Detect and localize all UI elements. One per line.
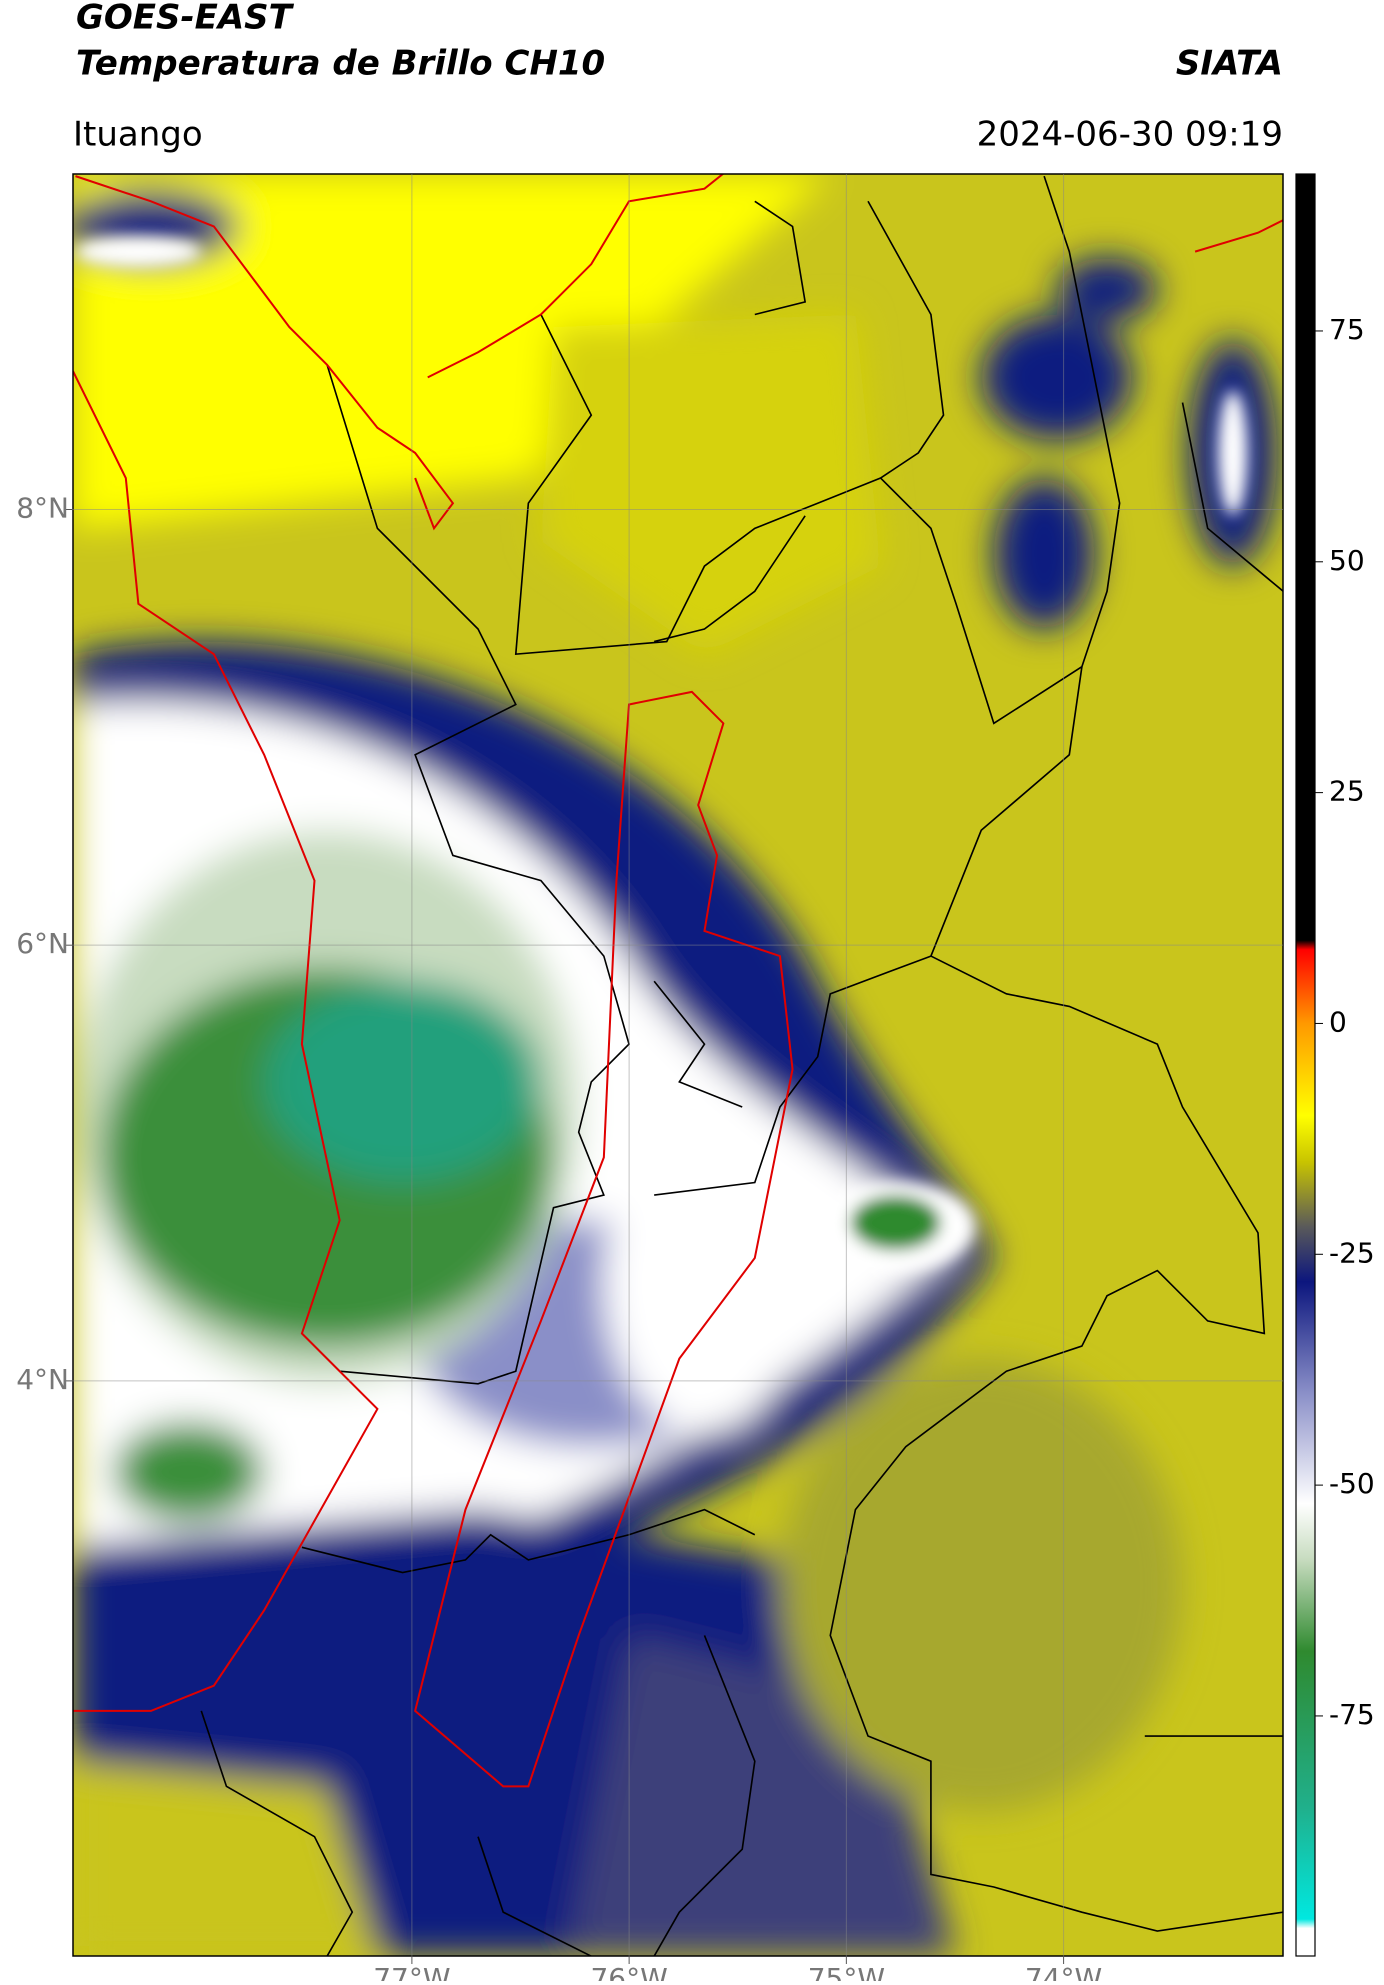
y-tick-label: 8°N bbox=[16, 491, 69, 524]
y-tick-label: 6°N bbox=[16, 927, 69, 960]
x-tick-label: 74°W bbox=[1025, 1962, 1102, 1981]
x-tick-label: 77°W bbox=[373, 1962, 450, 1981]
colorbar-tick-label: 50 bbox=[1329, 544, 1365, 577]
subtitle: Temperatura de Brillo CH10 bbox=[76, 44, 605, 84]
location: Ituango bbox=[73, 115, 203, 155]
x-tick-label: 75°W bbox=[808, 1962, 885, 1981]
colorbar-tick-label: 0 bbox=[1329, 1005, 1347, 1038]
colorbar-tick-label: 25 bbox=[1329, 775, 1365, 808]
satellite-image bbox=[73, 174, 1283, 1956]
x-tick-label: 76°W bbox=[590, 1962, 667, 1981]
colorbar-tick-label: -50 bbox=[1329, 1467, 1375, 1500]
timestamp: 2024-06-30 09:19 bbox=[977, 115, 1283, 155]
map-frame bbox=[72, 173, 1284, 1957]
y-tick-label: 4°N bbox=[16, 1363, 69, 1396]
colorbar bbox=[1295, 173, 1316, 1957]
colorbar-tick-label: -75 bbox=[1329, 1698, 1375, 1731]
source: SIATA bbox=[1176, 44, 1283, 84]
colorbar-tick-label: -25 bbox=[1329, 1236, 1375, 1269]
colorbar-tick-label: 75 bbox=[1329, 313, 1365, 346]
title: GOES-EAST bbox=[76, 0, 295, 38]
